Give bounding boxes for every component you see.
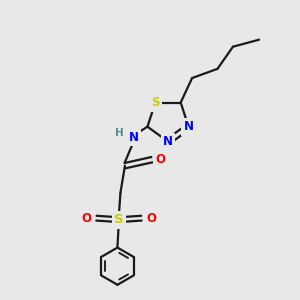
Text: N: N [129,131,139,144]
Text: S: S [114,213,124,226]
Text: H: H [115,128,124,138]
Text: S: S [151,96,160,109]
Text: N: N [163,135,173,148]
Text: N: N [184,120,194,133]
Text: O: O [82,212,92,225]
Text: O: O [146,212,156,225]
Text: O: O [155,153,165,166]
